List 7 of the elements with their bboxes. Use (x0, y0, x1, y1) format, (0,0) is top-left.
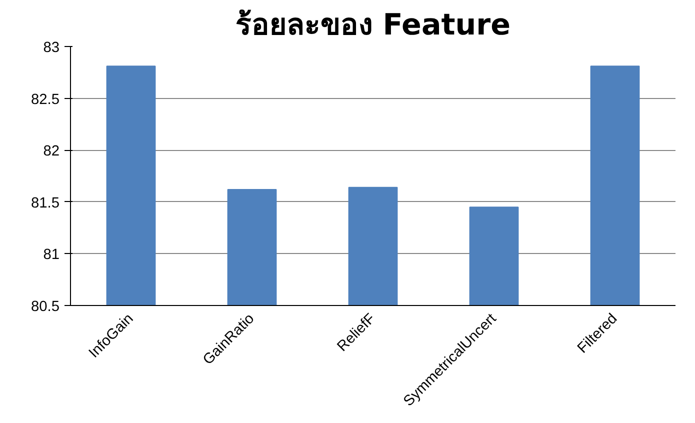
y-tick-label: 83 (43, 40, 60, 56)
chart-title: ร้อยละของ Feature (236, 8, 511, 42)
y-tick-label: 80.5 (30, 299, 60, 315)
y-tick-label: 81 (43, 247, 60, 264)
y-tick-label: 81.5 (30, 195, 60, 212)
y-tick-label: 82 (43, 144, 60, 160)
y-tick-label: 82.5 (30, 92, 60, 108)
